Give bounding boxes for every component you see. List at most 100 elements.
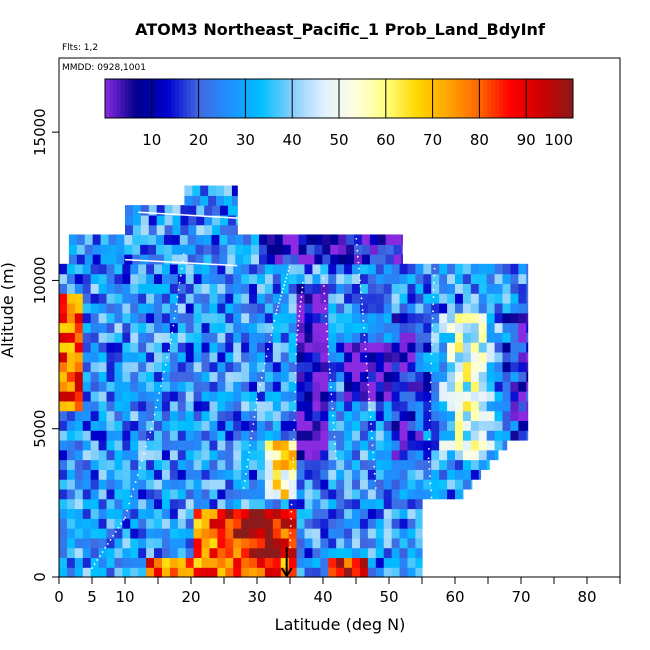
heat-cell bbox=[304, 273, 314, 284]
track-dot bbox=[175, 303, 178, 306]
heat-cell bbox=[154, 312, 163, 324]
heat-cell bbox=[146, 449, 155, 461]
heat-cell bbox=[201, 312, 211, 324]
heat-cell bbox=[502, 351, 512, 363]
heat-cell bbox=[415, 449, 424, 461]
heat-cell bbox=[415, 400, 424, 412]
heat-cell bbox=[320, 557, 329, 568]
track-dot bbox=[332, 414, 334, 417]
heat-cell bbox=[193, 342, 203, 353]
track-dot bbox=[357, 261, 360, 264]
track-dot bbox=[250, 437, 253, 440]
heat-cell bbox=[185, 449, 195, 461]
heat-cell bbox=[336, 498, 345, 510]
heat-cell bbox=[288, 381, 298, 392]
colorbar-cell bbox=[495, 79, 500, 118]
heat-cell bbox=[241, 293, 250, 304]
track-dot bbox=[333, 429, 335, 431]
heat-cell bbox=[407, 342, 416, 353]
x-tick-label: 10 bbox=[115, 588, 134, 606]
track-dot bbox=[323, 292, 326, 295]
track-dot bbox=[287, 270, 290, 272]
heat-cell bbox=[280, 498, 290, 510]
heat-cell bbox=[391, 371, 401, 382]
heat-cell bbox=[478, 332, 488, 343]
heat-cell bbox=[132, 205, 142, 216]
heat-cell bbox=[169, 342, 179, 353]
heat-cell bbox=[455, 459, 464, 470]
heat-cell bbox=[486, 420, 496, 431]
heat-cell bbox=[146, 479, 155, 490]
heat-cell bbox=[494, 391, 504, 402]
heat-cell bbox=[336, 469, 345, 480]
track-dot bbox=[429, 391, 432, 393]
heat-cell bbox=[518, 430, 527, 441]
heat-cell bbox=[264, 557, 274, 568]
heat-cell bbox=[296, 302, 306, 314]
heat-cell bbox=[233, 351, 242, 363]
heat-cell bbox=[359, 312, 369, 324]
colorbar-tick-label: 100 bbox=[544, 131, 573, 149]
heat-cell bbox=[280, 439, 290, 451]
heat-cell bbox=[241, 391, 250, 402]
heat-cell bbox=[90, 410, 100, 422]
heat-cell bbox=[219, 244, 228, 255]
heat-cell bbox=[154, 273, 163, 284]
heat-cell bbox=[209, 567, 218, 578]
heat-cell bbox=[304, 263, 314, 275]
heat-cell bbox=[320, 332, 329, 343]
heat-cell bbox=[288, 283, 298, 294]
track-dot bbox=[430, 362, 433, 365]
heat-cell bbox=[90, 312, 100, 324]
heat-cell bbox=[415, 479, 424, 490]
heat-cell bbox=[180, 214, 189, 226]
heat-cell bbox=[122, 528, 131, 539]
heat-cell bbox=[375, 342, 385, 353]
heat-cell bbox=[177, 371, 187, 382]
heat-cell bbox=[154, 459, 163, 470]
heat-cell bbox=[211, 254, 220, 265]
heat-cell bbox=[407, 283, 416, 294]
heat-cell bbox=[209, 293, 218, 304]
heat-cell bbox=[391, 273, 401, 284]
heat-cell bbox=[146, 498, 155, 510]
colorbar-cell bbox=[479, 79, 484, 118]
heat-cell bbox=[272, 537, 282, 549]
heat-cell bbox=[526, 371, 529, 382]
heat-cell bbox=[74, 400, 84, 412]
track-dot bbox=[323, 300, 326, 302]
heat-cell bbox=[312, 342, 321, 353]
heat-cell bbox=[439, 391, 448, 402]
heat-cell bbox=[431, 322, 440, 333]
heat-cell bbox=[272, 302, 282, 314]
heat-cell bbox=[455, 439, 464, 451]
heat-cell bbox=[241, 430, 250, 441]
colorbar-cell bbox=[116, 79, 122, 118]
heat-cell bbox=[328, 283, 337, 294]
heat-cell bbox=[209, 283, 218, 294]
heat-cell bbox=[156, 224, 166, 236]
heat-cell bbox=[304, 361, 314, 373]
heat-cell bbox=[201, 518, 211, 529]
heat-cell bbox=[249, 293, 258, 304]
heat-cell bbox=[90, 381, 100, 392]
colorbar-cell bbox=[335, 79, 340, 118]
heat-cell bbox=[66, 391, 76, 402]
heat-cell bbox=[169, 322, 179, 333]
heat-cell bbox=[138, 498, 147, 510]
heat-cell bbox=[470, 273, 480, 284]
track-dot bbox=[372, 451, 375, 454]
heat-cell bbox=[336, 439, 345, 451]
heat-cell bbox=[304, 430, 314, 441]
heat-cell bbox=[209, 508, 218, 519]
heat-cell bbox=[290, 254, 300, 265]
heat-cell bbox=[161, 498, 171, 510]
heat-cell bbox=[518, 351, 527, 363]
heat-cell bbox=[280, 312, 290, 324]
heat-cell bbox=[193, 302, 203, 314]
heat-cell bbox=[241, 449, 250, 461]
heat-cell bbox=[185, 263, 195, 275]
heat-cell bbox=[177, 557, 187, 568]
colorbar-cell bbox=[561, 79, 566, 118]
heat-cell bbox=[288, 371, 298, 382]
